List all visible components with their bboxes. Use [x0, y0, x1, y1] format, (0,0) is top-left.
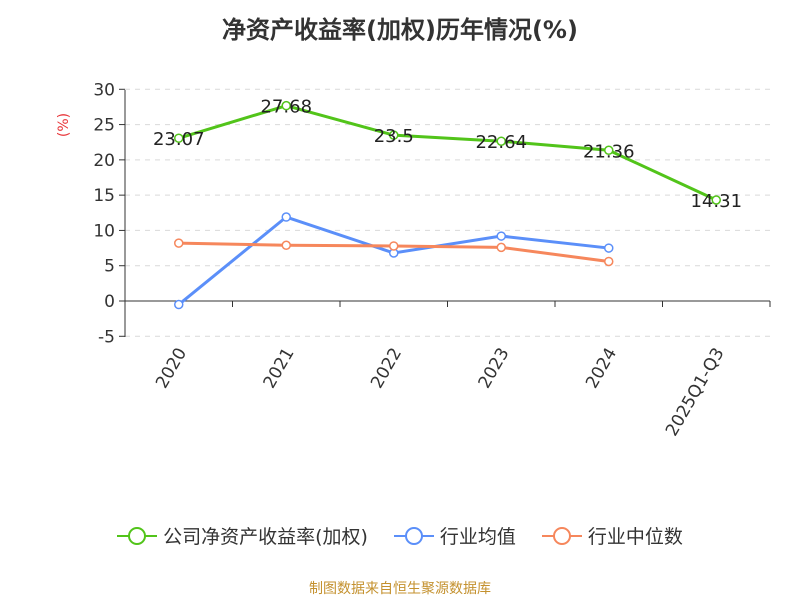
y-tick-label: 30 [93, 80, 115, 100]
legend-item[interactable]: 行业中位数 [541, 522, 683, 549]
series-line [177, 215, 609, 306]
y-tick-label: 25 [93, 116, 115, 136]
series-line [178, 104, 717, 202]
y-tick-label: -5 [98, 327, 115, 347]
y-tick-label: 5 [104, 257, 115, 277]
data-point [174, 133, 184, 143]
x-tick-label: 2023 [475, 345, 514, 392]
data-point [496, 231, 506, 241]
data-point [496, 242, 506, 253]
data-point [496, 136, 506, 146]
data-point [281, 100, 291, 111]
y-tick-label: 15 [93, 186, 115, 206]
data-label: 22.64 [475, 132, 527, 153]
legend-label: 公司净资产收益率(加权) [163, 526, 368, 548]
data-source-footer: 制图数据来自恒生聚源数据库 [309, 581, 491, 597]
x-tick-label: 2022 [367, 345, 406, 392]
data-label: 23.5 [374, 126, 414, 147]
data-point [604, 256, 614, 267]
y-tick-label: 10 [93, 221, 115, 241]
data-point [604, 243, 614, 253]
data-label: 21.36 [583, 141, 635, 162]
y-tick-label: 20 [93, 151, 115, 171]
x-tick-label: 2020 [152, 345, 191, 392]
x-tick-label: 2021 [260, 345, 299, 392]
chart-legend: 公司净资产收益率(加权) 行业均值 行业中位数 [0, 522, 800, 549]
legend-item[interactable]: 行业均值 [393, 522, 516, 549]
legend-swatch-icon [393, 526, 434, 545]
legend-swatch-icon [541, 526, 582, 545]
y-tick-label: 0 [104, 292, 115, 312]
data-point [281, 212, 291, 222]
data-point [389, 241, 399, 251]
legend-item[interactable]: 公司净资产收益率(加权) [117, 522, 368, 549]
data-label: 27.68 [260, 97, 312, 118]
data-point [711, 195, 721, 205]
x-tick-label: 2024 [582, 345, 621, 392]
data-point [604, 145, 614, 156]
data-label: 14.31 [690, 191, 742, 212]
chart-title: 净资产收益率(加权)历年情况(%) [222, 16, 578, 44]
data-point [389, 130, 399, 140]
legend-label: 行业均值 [439, 526, 516, 548]
data-label: 23.07 [153, 129, 205, 150]
legend-label: 行业中位数 [587, 526, 683, 548]
y-axis-unit-label: (%) [56, 113, 72, 137]
data-point [174, 238, 184, 248]
data-point [281, 240, 291, 250]
legend-swatch-icon [117, 526, 158, 545]
x-tick-label: 2025Q1-Q3 [662, 345, 729, 440]
data-point [174, 299, 184, 310]
